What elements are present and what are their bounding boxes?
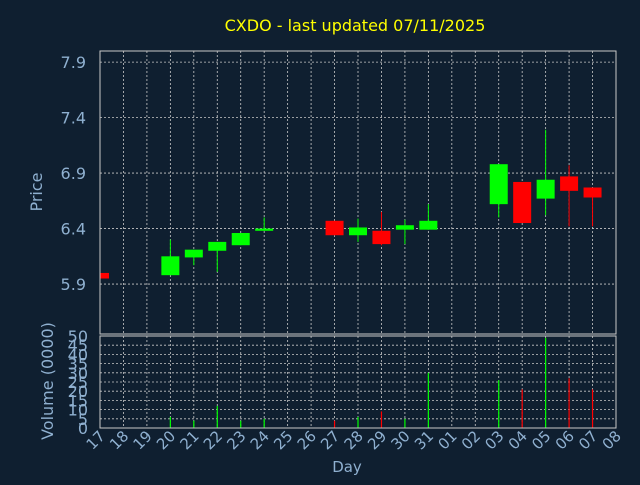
candle-body — [325, 220, 344, 236]
day-tick-label: 01 — [434, 427, 460, 453]
candle-body — [184, 249, 203, 258]
price-frame — [99, 50, 617, 335]
day-tick-label: 23 — [223, 427, 249, 453]
day-tick-label: 19 — [130, 427, 156, 453]
plot-frames — [99, 50, 617, 429]
candle-body — [489, 164, 508, 205]
volume-tick-label: 40 — [68, 345, 88, 364]
candle-body — [100, 272, 109, 279]
day-tick-label: 29 — [364, 427, 390, 453]
day-tick-label: 30 — [388, 427, 414, 453]
day-tick-label: 22 — [200, 427, 226, 453]
day-tick-label: 24 — [247, 427, 273, 453]
candle-body — [255, 228, 274, 231]
day-tick-label: 05 — [528, 427, 554, 453]
volume-tick-label: 50 — [68, 327, 88, 346]
day-tick-label: 18 — [106, 427, 132, 453]
price-tick-labels: 5.9 6.4 6.9 7.4 7.9 — [61, 53, 86, 294]
price-tick-label: 7.4 — [61, 109, 86, 128]
price-axis-label: Price — [27, 172, 46, 211]
volume-tick-label: 25 — [68, 373, 88, 392]
volume-tick-label: 45 — [68, 336, 88, 355]
day-tick-label: 02 — [458, 427, 484, 453]
volume-tick-label: 20 — [68, 382, 88, 401]
volume-series — [169, 337, 594, 428]
volume-tick-label: 30 — [68, 364, 88, 383]
price-tick-label: 5.9 — [61, 275, 86, 294]
candle-body — [208, 241, 227, 251]
candle-body — [513, 181, 532, 224]
candlestick-series — [99, 129, 602, 279]
day-tick-label: 27 — [317, 427, 343, 453]
volume-tick-label: 5 — [78, 410, 88, 429]
price-tick-label: 6.9 — [61, 164, 86, 183]
candle-body — [536, 179, 555, 199]
day-tick-label: 06 — [552, 427, 578, 453]
candle-body — [372, 230, 391, 245]
chart-title: CXDO - last updated 07/11/2025 — [225, 16, 486, 35]
day-tick-label: 28 — [341, 427, 367, 453]
day-tick-label: 31 — [411, 427, 437, 453]
candle-body — [395, 225, 414, 230]
day-tick-labels: 1718192021222324252627282930310102030405… — [83, 427, 625, 453]
candle-body — [560, 176, 579, 191]
day-tick-label: 26 — [294, 427, 320, 453]
volume-tick-label: 35 — [68, 355, 88, 374]
volume-frame — [99, 335, 617, 429]
volume-tick-label: 10 — [68, 401, 88, 420]
volume-axis-label: Volume (0000) — [38, 322, 57, 440]
day-tick-label: 03 — [481, 427, 507, 453]
volume-grid — [100, 335, 616, 429]
price-tick-label: 7.9 — [61, 53, 86, 72]
candle-body — [583, 187, 602, 198]
day-tick-label: 20 — [153, 427, 179, 453]
day-tick-label: 04 — [505, 427, 531, 453]
volume-tick-label: 15 — [68, 391, 88, 410]
day-tick-label: 21 — [176, 427, 202, 453]
candle-body — [161, 256, 180, 276]
volume-tick-label: 0 — [78, 419, 88, 438]
price-tick-label: 6.4 — [61, 220, 86, 239]
day-tick-label: 08 — [599, 427, 625, 453]
candle-body — [231, 233, 250, 246]
day-tick-label: 25 — [270, 427, 296, 453]
x-axis-label: Day — [332, 458, 362, 476]
day-tick-label: 07 — [575, 427, 601, 453]
candle-body — [419, 220, 438, 230]
candle-body — [349, 227, 367, 236]
